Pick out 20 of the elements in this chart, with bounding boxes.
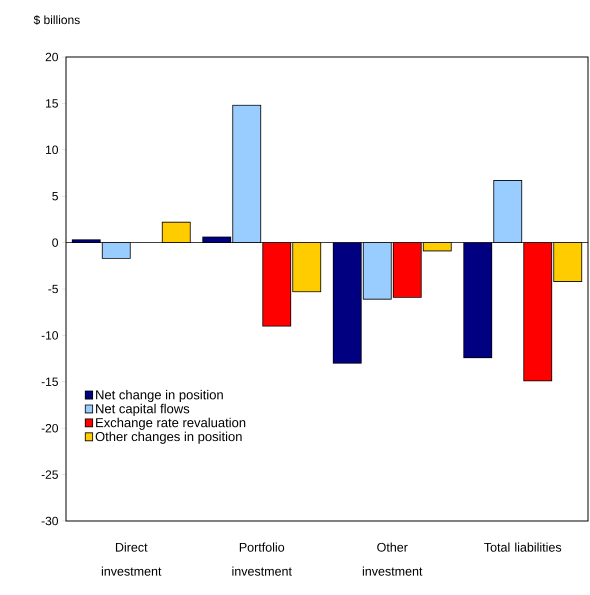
y-tick-label: 5	[52, 192, 58, 200]
y-tick-label: -10	[42, 331, 58, 340]
x-tick-label: Direct investment	[102, 542, 162, 576]
legend-label: Net change in position	[96, 390, 223, 402]
y-tick-label: -20	[42, 424, 58, 432]
legend-label: Exchange rate revaluation	[96, 418, 246, 430]
y-tick-label: 10	[46, 146, 58, 154]
x-tick-label: Total liabilities	[484, 542, 562, 552]
x-tick-label: Portfolio investment	[232, 542, 292, 576]
y-tick-label: -25	[42, 470, 58, 479]
y-tick-label: -15	[42, 378, 58, 386]
y-tick-label: 0	[52, 238, 58, 247]
x-tick-label: Other investment	[362, 542, 422, 576]
y-tick-label: -30	[42, 516, 58, 526]
legend-label: Net capital flows	[96, 404, 190, 416]
y-tick-label: -5	[48, 284, 58, 294]
y-axis-title: $ billions	[34, 15, 80, 25]
y-tick-label: 15	[46, 99, 58, 108]
y-tick-label: 20	[46, 52, 58, 62]
legend-label: Other changes in position	[96, 432, 242, 444]
